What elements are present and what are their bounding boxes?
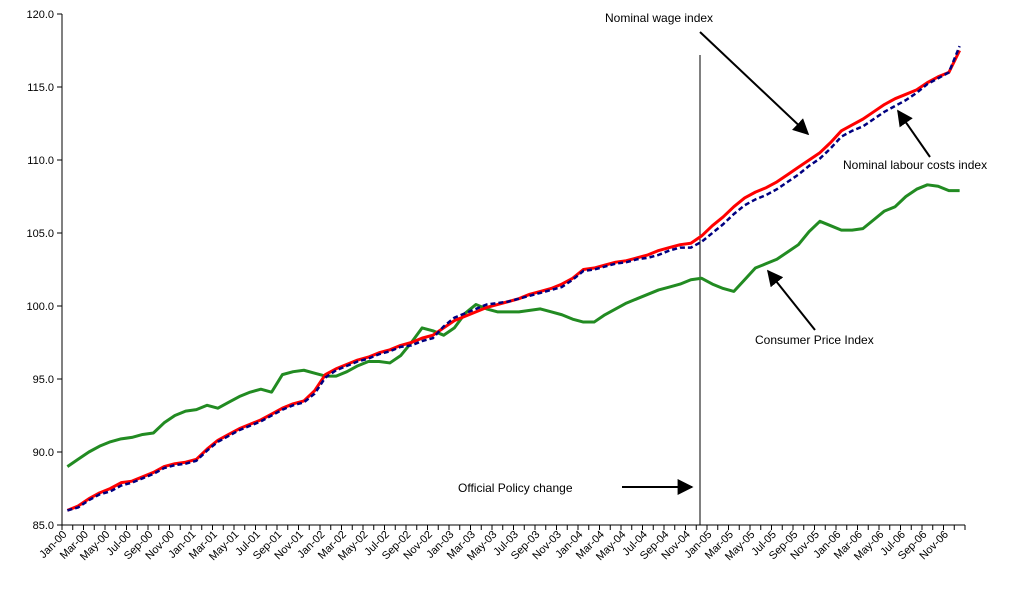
annotation-label: Official Policy change: [458, 481, 573, 495]
annotation-label: Consumer Price Index: [755, 333, 874, 347]
y-tick-label: 90.0: [33, 447, 54, 459]
annotation-label: Nominal labour costs index: [843, 158, 987, 172]
annotation-label: Nominal wage index: [605, 11, 713, 25]
annotation-arrow: [897, 109, 931, 158]
y-tick-label: 100.0: [26, 301, 54, 313]
y-tick-label: 95.0: [33, 374, 54, 386]
series-line: [67, 45, 961, 512]
annotation-arrow: [699, 31, 810, 136]
y-tick-label: 85.0: [33, 520, 54, 532]
annotation-arrow: [767, 269, 816, 331]
y-tick-label: 105.0: [26, 228, 54, 240]
series-line: [66, 183, 960, 468]
series-line: [66, 49, 961, 512]
y-tick-label: 110.0: [27, 155, 54, 167]
y-tick-label: 115.0: [27, 82, 54, 94]
y-tick-label: 120.0: [26, 9, 54, 21]
